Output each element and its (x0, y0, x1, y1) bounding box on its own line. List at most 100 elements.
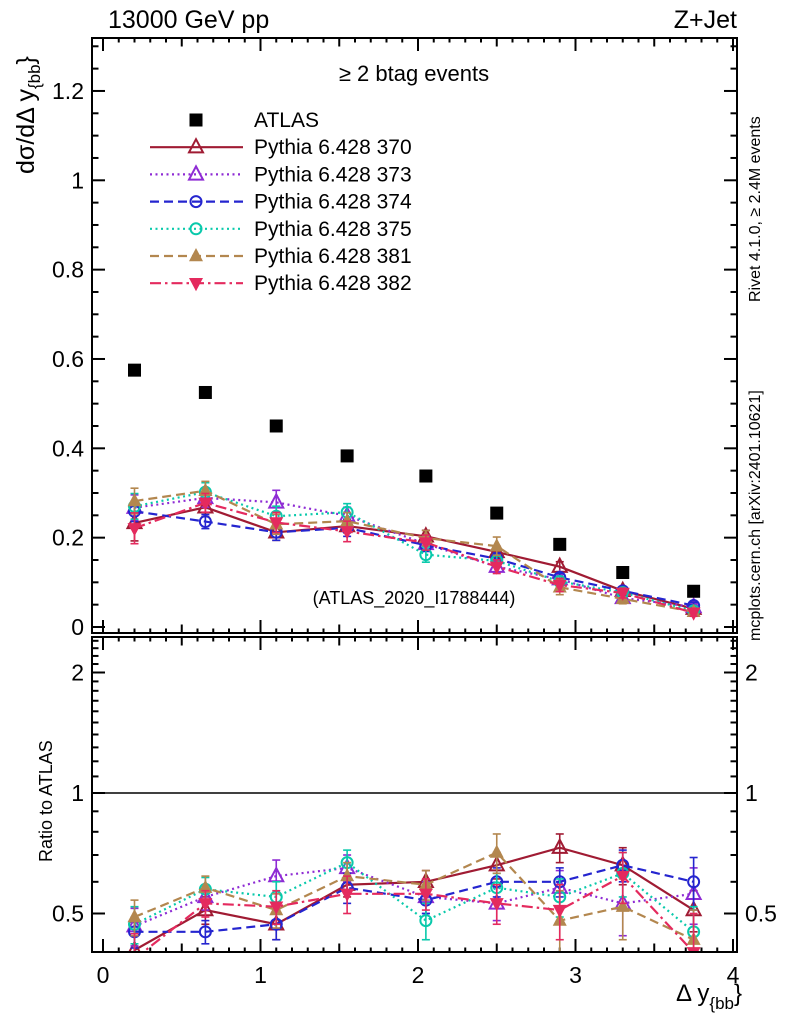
data-marker (340, 888, 355, 902)
data-marker (686, 947, 701, 951)
x-tick-label: 1 (254, 962, 267, 988)
x-tick-label: 0 (97, 962, 110, 988)
series-line (134, 861, 695, 933)
x-tick-label: 4 (727, 962, 740, 988)
legend: ATLAS Pythia 6.428 370 Pythia 6.428 373 Pyt… (150, 109, 412, 295)
x-axis-title: Δ y{bb} (676, 980, 742, 1013)
legend-marker (189, 195, 203, 209)
data-marker (615, 898, 630, 912)
y-title-main: dσ/dΔ y (12, 89, 40, 174)
mcplots-arxiv-note: mcplots.cern.ch [arXiv:2401.10621] (747, 390, 764, 641)
rivet-version-note: Rivet 4.1.0, ≥ 2.4M events (747, 116, 764, 302)
data-marker (489, 898, 504, 912)
atlas-marker (419, 469, 433, 483)
top-panel-frame (91, 37, 738, 634)
legend-marker (187, 137, 205, 154)
series-line (133, 846, 695, 951)
data-marker (127, 493, 142, 507)
data-marker (552, 579, 567, 594)
data-marker (198, 925, 212, 939)
analysis-watermark: (ATLAS_2020_I1788444) (313, 588, 516, 609)
atlas-data (128, 363, 701, 598)
series-line (134, 501, 694, 614)
top-y-tick-label: 0.4 (52, 435, 84, 461)
legend-marker (189, 278, 203, 292)
x-title-main: Δ y (676, 980, 709, 1007)
x-title-close-brace: } (734, 980, 742, 1007)
series-line (134, 864, 694, 933)
ratio-y-tick-label-left: 2 (71, 660, 84, 686)
legend-marker (187, 164, 205, 181)
y-title-close-brace: } (12, 56, 40, 64)
series-line (142, 874, 694, 951)
series-line (134, 851, 695, 941)
data-marker (489, 561, 504, 575)
data-marker (198, 497, 213, 511)
data-marker (340, 868, 355, 882)
data-marker (198, 515, 212, 529)
data-marker (198, 879, 213, 893)
ratio-y-tick-label-left: 0.5 (52, 901, 84, 927)
top-y-tick-label: 0.6 (52, 346, 84, 372)
data-marker (340, 513, 355, 527)
series-ratio-382 (128, 851, 701, 967)
data-marker (489, 844, 504, 858)
atlas-marker (687, 584, 701, 598)
data-marker (489, 538, 504, 552)
atlas-marker (198, 385, 212, 399)
data-marker (128, 954, 142, 967)
x-title-subscript: {bb (709, 994, 734, 1013)
data-marker (615, 870, 630, 885)
data-marker (127, 523, 142, 537)
data-marker (127, 909, 142, 923)
data-marker (418, 537, 433, 551)
legend-marker (189, 248, 203, 262)
atlas-marker (340, 449, 354, 463)
atlas-marker (490, 506, 504, 520)
legend-atlas-marker (189, 113, 203, 127)
atlas-marker (128, 363, 141, 377)
legend-label: Pythia 6.428 373 (254, 163, 412, 186)
atlas-marker (553, 537, 567, 551)
series-ratio-373 (125, 854, 703, 947)
data-marker (269, 517, 284, 531)
series-line (134, 866, 694, 928)
x-tick-label: 2 (412, 962, 425, 988)
data-marker (418, 888, 433, 902)
header-process: Z+Jet (674, 6, 737, 34)
legend-label-atlas: ATLAS (254, 109, 319, 132)
series-ratio-381 (127, 833, 701, 951)
data-marker (340, 526, 355, 540)
data-marker (552, 904, 567, 919)
legend-label: Pythia 6.428 375 (254, 218, 412, 241)
top-y-tick-label: 1.2 (52, 78, 84, 104)
axis-tick-labels: 0 0.2 0.4 0.6 0.8 1 1.2 0.5 0.5 1 1 2 2 0 1 2 3 4 (52, 78, 777, 988)
series-ratio-374 (128, 849, 701, 949)
ratio-panel-data (125, 833, 703, 967)
legend-label: Pythia 6.428 374 (254, 191, 412, 214)
legend-label: Pythia 6.428 370 (254, 136, 412, 159)
ratio-y-axis-title: Ratio to ATLAS (36, 740, 56, 862)
top-y-tick-label: 1 (71, 167, 84, 193)
cut-subtitle: ≥ 2 btag events (339, 61, 489, 86)
data-marker (419, 914, 433, 928)
top-y-tick-label: 0 (71, 614, 84, 640)
atlas-marker (269, 419, 283, 433)
atlas-marker (616, 566, 630, 580)
top-y-axis-title: dσ/dΔ y{bb} (12, 56, 44, 174)
ratio-y-tick-label-right: 0.5 (745, 901, 777, 927)
legend-marker (189, 222, 203, 236)
data-marker (615, 587, 630, 602)
legend-label: Pythia 6.428 382 (254, 272, 412, 295)
plot-content: 0 0.2 0.4 0.6 0.8 1 1.2 0.5 0.5 1 1 2 2 0 1 2 3 4 ATLAS Pyt… (52, 38, 777, 988)
data-marker (551, 837, 569, 854)
header-beam-energy: 13000 GeV pp (108, 6, 269, 34)
ratio-y-tick-label-right: 2 (745, 660, 758, 686)
y-title-subscript: {bb (25, 64, 44, 89)
top-y-tick-label: 0.8 (52, 257, 84, 283)
ratio-panel-frame (91, 636, 738, 953)
legend-label: Pythia 6.428 381 (254, 245, 412, 268)
data-marker (269, 901, 284, 915)
